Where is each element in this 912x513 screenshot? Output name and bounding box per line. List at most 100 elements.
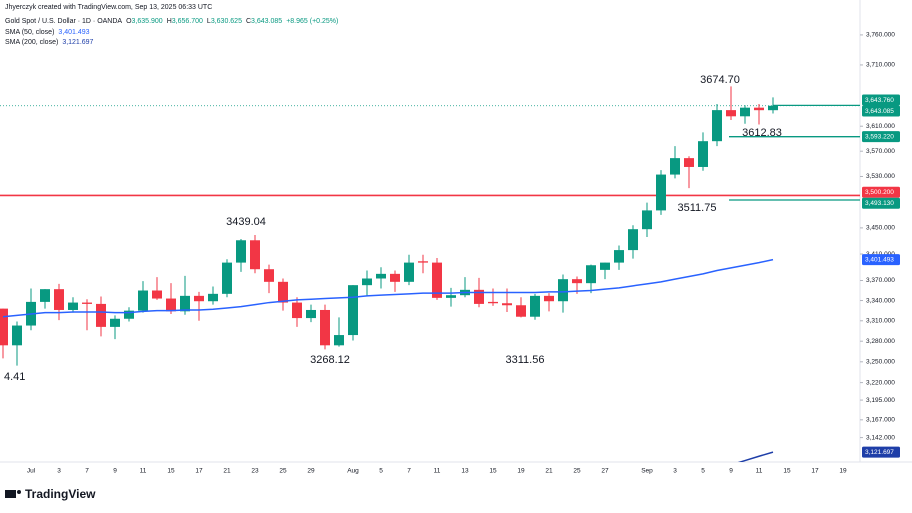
ohlc-value: 3,635.900 [132, 18, 163, 25]
candle-body [180, 295, 190, 312]
candle-body [82, 302, 92, 304]
candle-body [670, 158, 680, 175]
x-tick-label: 29 [307, 468, 315, 475]
price-label: 3,593.220 [865, 133, 894, 140]
symbol: Gold Spot / U.S. Dollar · 1D · OANDA [5, 18, 122, 25]
ohlc-key: O [126, 18, 132, 25]
x-tick-label: 15 [167, 468, 175, 475]
y-tick-label: 3,280.000 [866, 338, 895, 345]
candle-body [544, 295, 554, 302]
legend: Jhyerczyk created with TradingView.com, … [5, 4, 338, 46]
candle-body [614, 250, 624, 263]
x-tick-label: Aug [347, 468, 359, 475]
candle-body [166, 298, 176, 312]
x-tick-label: 9 [113, 468, 117, 475]
y-tick-label: 3,370.000 [866, 277, 895, 284]
candle-body [656, 174, 666, 211]
candle-body [54, 289, 64, 310]
y-tick-label: 3,142.000 [866, 434, 895, 441]
candle-body [194, 295, 204, 302]
candle-body [628, 229, 638, 251]
candle-body [600, 262, 610, 270]
price-label-box [862, 105, 900, 117]
x-tick-label: 9 [729, 468, 733, 475]
x-tick-label: 7 [407, 468, 411, 475]
price-label-box [862, 197, 900, 209]
x-tick-label: 23 [251, 468, 259, 475]
candle-body [208, 293, 218, 302]
y-tick-label: 3,310.000 [866, 318, 895, 325]
ohlc-value: 3,656.700 [172, 18, 203, 25]
x-tick-label: 15 [783, 468, 791, 475]
x-tick-label: 17 [195, 468, 203, 475]
price-annotation: 3511.75 [678, 202, 717, 214]
sma-line [2, 258, 774, 318]
y-tick-label: 3,195.000 [866, 397, 895, 404]
candle-body [432, 262, 442, 298]
ohlc-key: H [167, 18, 172, 25]
candle-body [40, 289, 50, 302]
candle-body [502, 303, 512, 306]
candle-body [418, 261, 428, 263]
price-label: 3,493.130 [865, 200, 894, 207]
brand-name: TradingView [25, 487, 96, 501]
y-tick-label: 3,610.000 [866, 123, 895, 130]
y-tick-label: 3,250.000 [866, 359, 895, 366]
ohlc-key: C [246, 18, 251, 25]
x-tick-label: Sep [641, 468, 653, 475]
x-tick-label: 5 [701, 468, 705, 475]
x-tick-label: 27 [601, 468, 609, 475]
indicator-value: 3,401.493 [58, 29, 89, 36]
candle-body [768, 105, 778, 111]
price-label-box [862, 131, 900, 143]
price-annotation: 4.41 [4, 371, 25, 383]
y-tick-label: 3,340.000 [866, 297, 895, 304]
candle-body [362, 278, 372, 286]
price-label: 3,500.200 [865, 189, 894, 196]
candle-body [250, 240, 260, 270]
x-tick-label: 21 [545, 468, 553, 475]
candle-body [642, 210, 652, 230]
x-tick-label: 17 [811, 468, 819, 475]
candle-body [12, 325, 22, 346]
x-tick-label: 5 [379, 468, 383, 475]
candle-body [446, 295, 456, 298]
change: +8.965 (+0.25%) [286, 18, 338, 25]
candle-body [474, 289, 484, 304]
candle-body [334, 335, 344, 346]
price-annotation: 3311.56 [506, 354, 545, 366]
indicator-legend: SMA (200, close) 3,121.697 [5, 39, 94, 46]
price-label: 3,643.085 [865, 108, 894, 115]
candle-body [68, 302, 78, 310]
candle-body [306, 309, 316, 319]
symbol-legend: Gold Spot / U.S. Dollar · 1D · OANDA O3,6… [5, 18, 338, 25]
candle-body [124, 310, 134, 319]
x-tick-label: 19 [839, 468, 847, 475]
x-tick-label: 11 [756, 468, 763, 475]
price-label-box [862, 446, 900, 458]
candle-body [110, 318, 120, 327]
price-label: 3,121.697 [865, 449, 894, 456]
x-tick-label: 3 [673, 468, 677, 475]
candle-body [754, 107, 764, 111]
x-tick-label: 19 [517, 468, 525, 475]
y-tick-label: 3,760.000 [866, 32, 895, 39]
x-tick-label: 25 [573, 468, 581, 475]
candle-body [586, 265, 596, 284]
price-label: 3,401.493 [865, 256, 894, 263]
price-annotation: 3674.70 [700, 74, 740, 86]
credit: Jhyerczyk created with TradingView.com, … [5, 4, 212, 11]
indicator-legend: SMA (50, close) 3,401.493 [5, 29, 90, 36]
x-tick-label: 15 [489, 468, 497, 475]
brand: TradingView [5, 487, 96, 501]
candle-body [390, 273, 400, 282]
price-annotation: 3268.12 [310, 354, 350, 366]
x-tick-label: 3 [57, 468, 61, 475]
candle-body [530, 295, 540, 317]
plot-area [0, 86, 860, 462]
candle-body [572, 279, 582, 284]
sma-line [737, 451, 774, 462]
y-tick-label: 3,710.000 [866, 62, 895, 69]
